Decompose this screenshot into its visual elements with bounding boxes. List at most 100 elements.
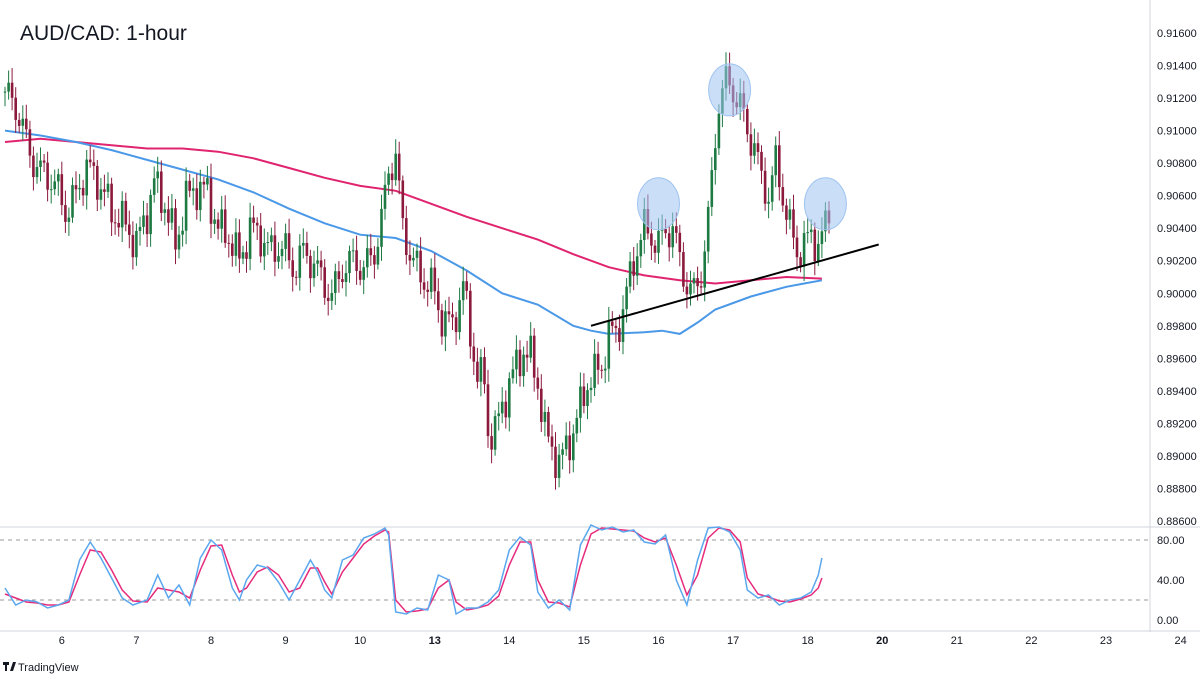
- candle: [358, 260, 362, 286]
- candle: [568, 421, 571, 474]
- candle: [145, 203, 149, 247]
- candle: [106, 172, 110, 198]
- candle: [706, 200, 710, 264]
- pattern-markers: [637, 63, 847, 231]
- stochastic-tick-label: 0.00: [1157, 615, 1178, 627]
- candle: [39, 147, 42, 182]
- candle: [799, 252, 802, 273]
- candle: [32, 146, 35, 191]
- candle: [334, 263, 337, 305]
- candle: [167, 196, 170, 236]
- candle: [319, 250, 323, 281]
- price-tick-label: 0.91400: [1157, 61, 1197, 73]
- time-tick-label: 24: [1174, 635, 1186, 647]
- price-tick-label: 0.91600: [1157, 28, 1197, 40]
- candle: [241, 245, 245, 265]
- candle: [465, 271, 468, 300]
- time-tick-label: 13: [429, 635, 441, 647]
- candle: [394, 139, 397, 186]
- price-tick-label: 0.89600: [1157, 353, 1197, 365]
- candle: [124, 192, 128, 232]
- price-tick-label: 0.90600: [1157, 191, 1197, 203]
- candle: [376, 238, 380, 270]
- price-axis[interactable]: 0.91600 0.91400 0.91200 0.91000 0.90800 0.906…: [1157, 28, 1197, 528]
- candle: [199, 169, 202, 222]
- candle: [543, 399, 547, 437]
- candle: [412, 247, 415, 267]
- price-tick-label: 0.90800: [1157, 158, 1197, 170]
- candle: [284, 223, 287, 262]
- candle: [600, 364, 603, 379]
- candle: [117, 208, 120, 237]
- time-tick-label: 20: [876, 635, 888, 647]
- candle: [294, 270, 298, 286]
- candle: [209, 163, 213, 239]
- candle: [603, 356, 607, 384]
- candle: [25, 104, 28, 138]
- pattern-circle-marker: [708, 63, 752, 117]
- candle: [373, 246, 376, 279]
- moving-averages: [4, 129, 823, 335]
- candle: [99, 177, 103, 210]
- trendline-layer[interactable]: [590, 243, 879, 327]
- candle: [312, 250, 316, 287]
- candle: [138, 216, 142, 246]
- candle: [78, 174, 81, 200]
- stochastic-tick-label: 80.00: [1157, 535, 1185, 547]
- candle: [64, 190, 67, 233]
- candle: [366, 235, 369, 278]
- trendline[interactable]: [590, 243, 879, 327]
- candle: [245, 241, 248, 273]
- candle: [35, 152, 39, 184]
- candle: [589, 377, 593, 403]
- candle: [252, 205, 255, 233]
- candle: [802, 220, 806, 281]
- candle: [429, 258, 433, 300]
- candle: [508, 372, 511, 432]
- pattern-circle-marker: [803, 177, 847, 231]
- candle: [806, 217, 809, 244]
- candle: [263, 228, 266, 270]
- candle: [3, 86, 7, 107]
- candle: [309, 249, 312, 293]
- candle: [440, 303, 444, 345]
- candle: [277, 242, 280, 269]
- candle: [678, 224, 682, 267]
- candle: [564, 422, 568, 456]
- candle: [57, 168, 60, 196]
- candle: [344, 260, 348, 297]
- candle: [561, 442, 564, 470]
- candle: [792, 194, 795, 250]
- candle: [81, 179, 85, 206]
- candle: [191, 177, 195, 206]
- candle: [28, 120, 32, 168]
- candle: [419, 237, 422, 295]
- candle: [298, 234, 302, 291]
- candle: [131, 221, 135, 270]
- time-tick-label: 17: [727, 635, 739, 647]
- moving-average-fast: [4, 129, 823, 335]
- candle: [280, 240, 284, 270]
- stochastic-tick-label: 40.00: [1157, 575, 1185, 587]
- candle: [451, 302, 454, 330]
- candle: [238, 219, 241, 273]
- candle: [287, 218, 291, 269]
- candle: [14, 87, 17, 133]
- candle: [746, 103, 749, 143]
- candle: [135, 223, 138, 266]
- candle: [120, 191, 124, 242]
- candle: [472, 332, 476, 375]
- candle: [529, 322, 532, 363]
- candle: [525, 340, 529, 372]
- candle: [692, 272, 696, 294]
- candle: [458, 287, 461, 340]
- candle: [71, 177, 74, 223]
- candle: [763, 157, 767, 211]
- candle: [582, 373, 586, 414]
- candle: [128, 210, 131, 249]
- time-axis[interactable]: 6 7 8 9 10 13 14 15 16 17 18 20 21 22 23 24: [59, 635, 1187, 647]
- candle: [781, 173, 785, 212]
- moving-average-slow: [4, 137, 822, 285]
- candle: [170, 193, 174, 230]
